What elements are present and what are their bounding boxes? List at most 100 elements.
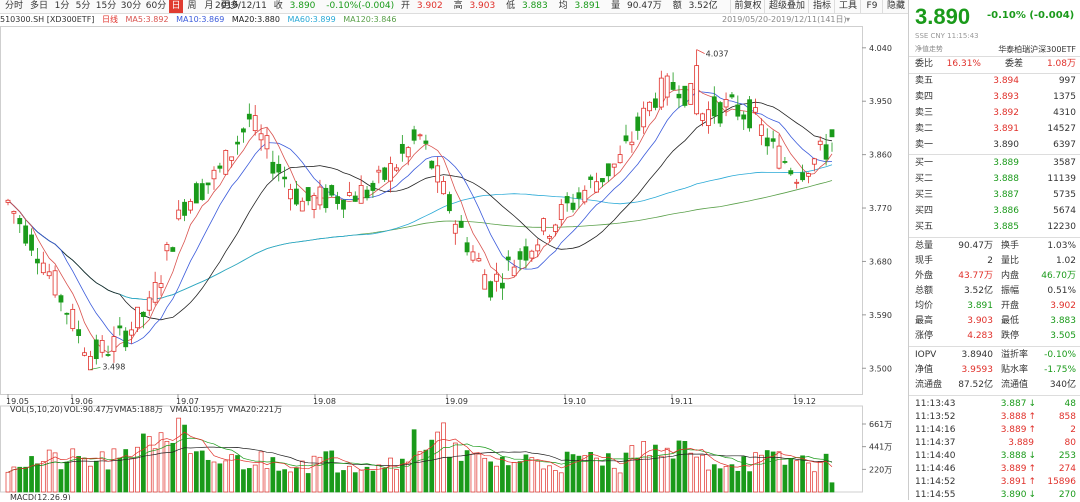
ma60-line — [7, 164, 833, 300]
candle-body — [482, 274, 488, 290]
bid-row: 买三 3.887 5735 — [909, 188, 1080, 203]
period-tab[interactable]: 月 — [204, 1, 214, 11]
candle-body — [135, 306, 140, 329]
candle-body — [382, 167, 388, 180]
candle-body — [670, 82, 676, 90]
toolbar-button[interactable]: 隐藏 — [882, 0, 909, 13]
ask-price: 3.890 — [993, 140, 1019, 150]
period-tab[interactable]: 更多 — [220, 1, 239, 11]
toolbar-right-buttons: 前复权 超级叠加 指标 工具 F9 隐藏 — [730, 0, 908, 13]
candle-body — [276, 163, 282, 173]
volume-bar — [535, 460, 541, 493]
candle-body — [352, 195, 358, 202]
candle-body — [82, 352, 87, 356]
candle-body — [494, 273, 499, 282]
period-tab[interactable]: 30分 — [120, 1, 142, 11]
period-tab[interactable]: 日 — [169, 0, 183, 13]
toolbar-button[interactable]: F9 — [860, 0, 883, 13]
volume-bar — [329, 450, 335, 493]
toolbar-button[interactable]: 工具 — [834, 0, 861, 13]
candle-body — [470, 251, 476, 261]
candle-body — [258, 133, 264, 141]
toolbar-button[interactable]: 指标 — [808, 0, 835, 13]
candle-body — [782, 161, 788, 163]
range-dropdown-icon[interactable]: ▾ — [846, 15, 851, 24]
candle-body — [46, 271, 52, 277]
candle-body — [417, 134, 423, 137]
period-tab[interactable]: 多日 — [29, 1, 48, 11]
current-price: 3.890 — [915, 4, 971, 29]
candle-body — [794, 181, 800, 184]
vma20-line — [7, 446, 833, 473]
trade-volume: 274 — [1058, 464, 1076, 474]
period-tab[interactable]: 15分 — [95, 1, 117, 11]
candle-body — [140, 311, 146, 317]
bid-volume: 12230 — [1047, 222, 1076, 232]
candle-body — [582, 189, 588, 203]
candle-body — [441, 181, 446, 195]
trade-volume: 270 — [1058, 490, 1076, 500]
candle-body — [17, 218, 23, 225]
candle-body — [323, 187, 329, 209]
volume-bar — [158, 432, 164, 493]
candle-body — [776, 145, 782, 169]
kline-chart[interactable]: 4.040 3.950 3.860 3.770 3.680 3.590 3.500 19.05… — [0, 26, 905, 500]
candle-body — [741, 114, 747, 120]
candle-body — [682, 85, 688, 106]
vol-label: 量 90.47万 — [611, 1, 666, 11]
candle-body — [576, 192, 582, 199]
volume-bar — [794, 460, 800, 493]
volume-bar — [670, 458, 676, 493]
candle-body — [729, 94, 735, 98]
period-tab[interactable]: 60分 — [145, 1, 167, 11]
candle-body — [499, 282, 505, 289]
nav-tab[interactable]: 净值走势 — [915, 45, 943, 53]
volume-bar — [588, 451, 594, 493]
bid-price: 3.886 — [993, 206, 1019, 216]
candle-body — [647, 101, 652, 112]
time-axis-label: 19.08 — [313, 397, 336, 406]
period-tab[interactable]: 分时 — [4, 1, 23, 11]
weibi-row: 委比 16.31% 委差 1.08万 — [909, 57, 1080, 72]
bid-label: 买二 — [915, 174, 934, 184]
weibi-value: 16.31% — [946, 59, 981, 69]
candle-body — [358, 185, 364, 204]
candle-body — [129, 329, 135, 336]
candle-body — [429, 160, 435, 169]
toolbar-button[interactable]: 前复权 — [730, 0, 765, 13]
toolbar-button[interactable]: 超级叠加 — [764, 0, 809, 13]
period-tab[interactable]: 5分 — [75, 1, 91, 11]
volume-bar — [676, 440, 682, 493]
candle-body — [488, 281, 494, 298]
volume-bar — [759, 454, 764, 493]
candle-body — [758, 124, 764, 136]
volume-bar — [323, 451, 329, 493]
price-axis-label: 3.860 — [869, 151, 892, 160]
volume-bar — [405, 461, 411, 493]
stat-label: 内盘 — [1001, 271, 1020, 281]
vol-axis-label: 220万 — [869, 465, 892, 474]
period-tab[interactable]: 周 — [187, 1, 197, 11]
volume-bar — [553, 470, 558, 493]
candle-body — [594, 181, 599, 193]
ask-row: 卖三 3.892 4310 — [909, 106, 1080, 121]
candle-body — [288, 188, 293, 200]
candle-body — [735, 104, 741, 117]
period-tab[interactable]: 1分 — [54, 1, 70, 11]
candle-body — [99, 340, 105, 353]
trade-price: 3.889 ↑ — [1000, 464, 1036, 474]
volume-bar — [341, 470, 346, 493]
trade-direction-icon: ↓ — [1028, 399, 1036, 409]
price-axis-label: 3.950 — [869, 97, 892, 106]
stat-label: 流通盘 — [915, 380, 943, 390]
volume-bar — [488, 461, 493, 493]
stat-value: 3.9593 — [961, 365, 994, 375]
volume-bar — [458, 460, 464, 493]
stat-row: 总额 3.52亿 振幅 0.51% — [909, 284, 1080, 299]
trade-row: 11:13:43 3.887 ↓ 48 — [909, 398, 1080, 411]
candle-body — [229, 156, 235, 161]
high-annotation-line — [696, 49, 705, 54]
candle-body — [476, 258, 482, 262]
volume-bar — [123, 449, 129, 493]
candle-body — [205, 182, 211, 186]
